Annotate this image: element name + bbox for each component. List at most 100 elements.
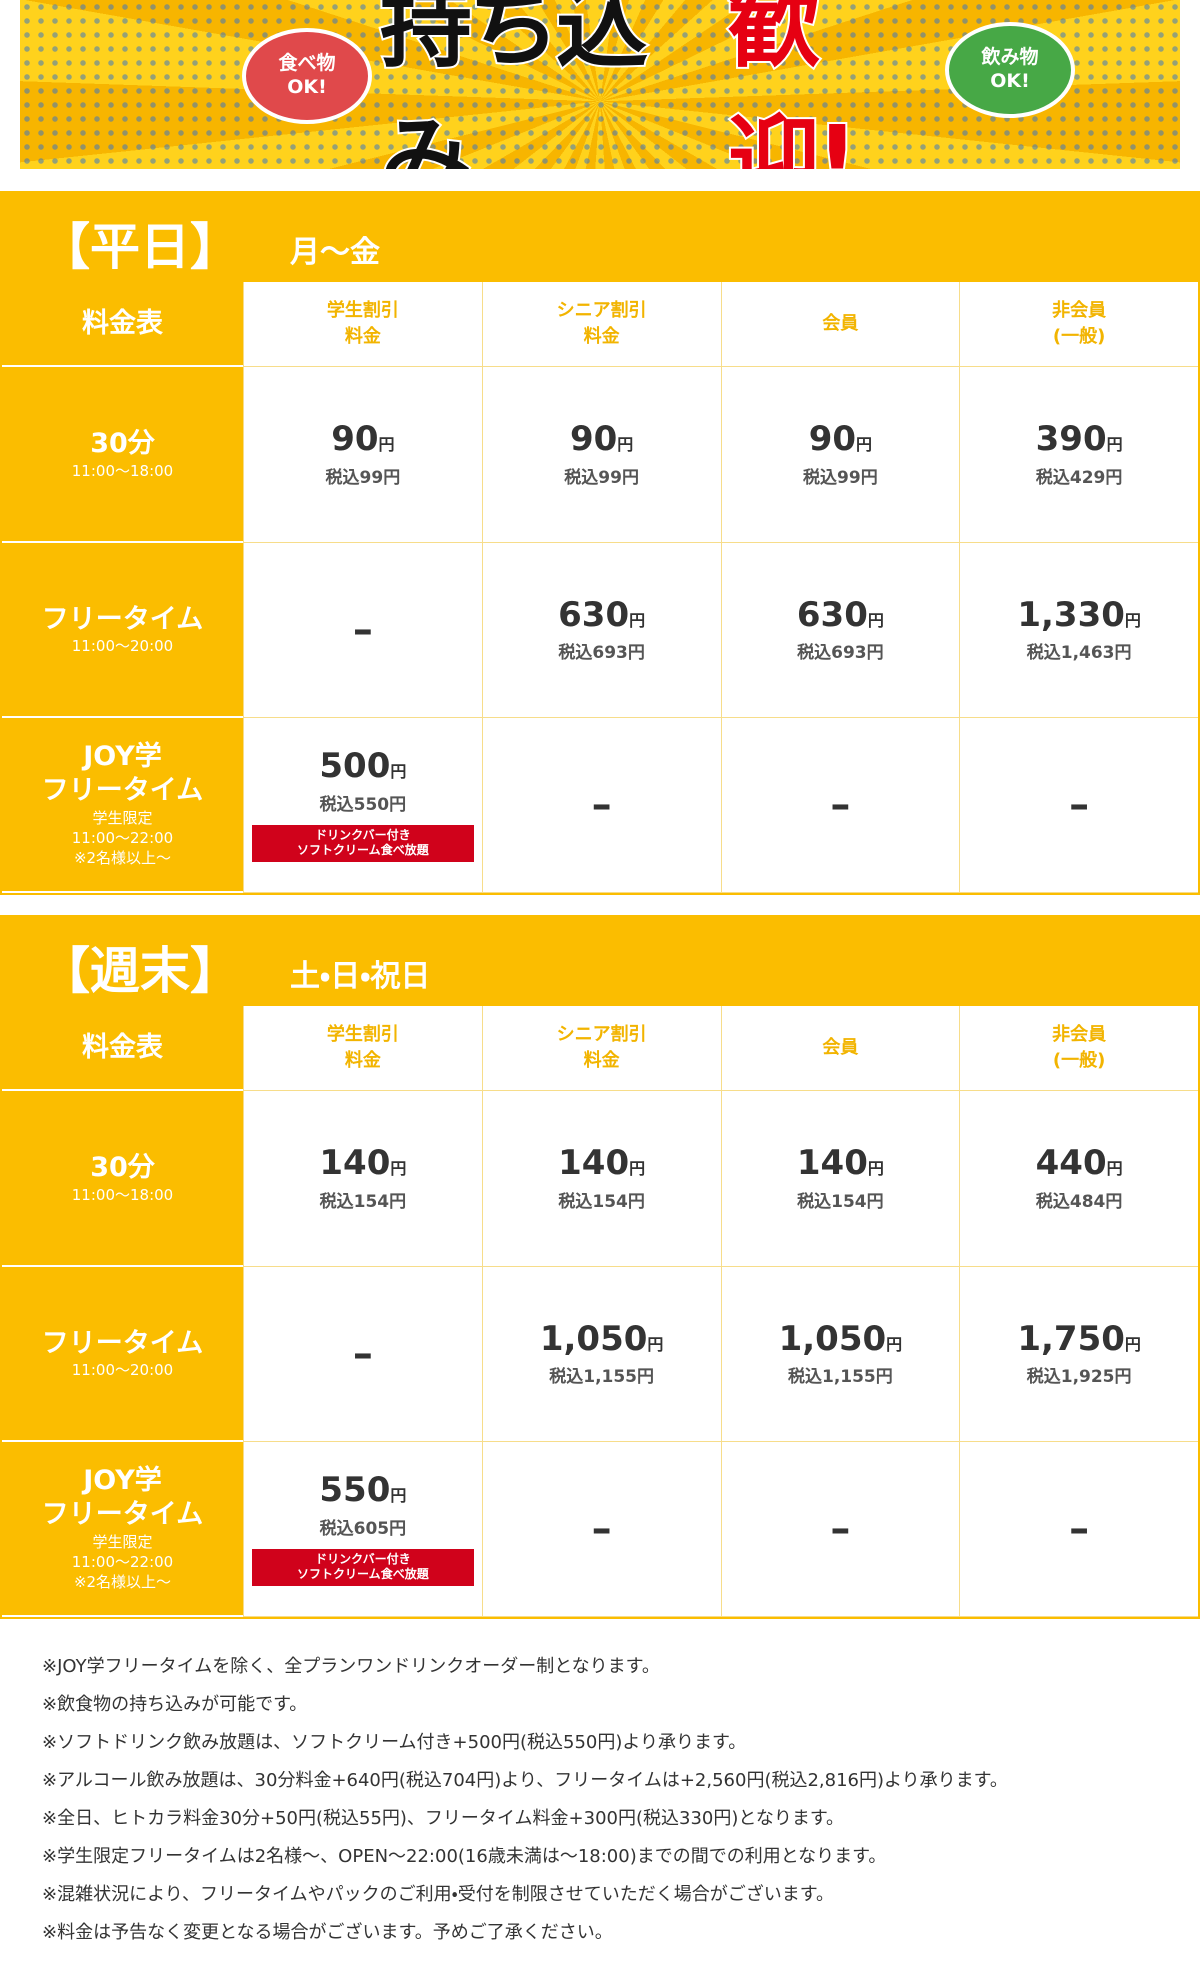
column-header-line: 非会員 bbox=[1052, 1023, 1107, 1045]
price-unit: 円 bbox=[1106, 435, 1123, 455]
row-label-sub: 学生限定 bbox=[92, 808, 153, 827]
price-value: 140 bbox=[319, 1143, 391, 1184]
section-header: 【平日】 月〜金 bbox=[0, 191, 1200, 282]
price-value: 1,050 bbox=[778, 1318, 887, 1359]
price: 1,050円 bbox=[539, 1318, 664, 1359]
row-label-sub: 11:00〜22:00 bbox=[71, 1553, 174, 1572]
dash: – bbox=[1069, 1506, 1090, 1552]
row-label: JOY学 フリータイム 学生限定 11:00〜22:00 ※2名様以上〜 bbox=[2, 718, 243, 893]
price: 140円 bbox=[558, 1145, 645, 1182]
price-cell: – bbox=[720, 718, 960, 893]
price-value: 140 bbox=[558, 1143, 630, 1184]
column-header-line: 料金 bbox=[344, 326, 381, 347]
tax-price: 税込154円 bbox=[319, 1191, 407, 1212]
note: ※飲食物の持ち込みが可能です。 bbox=[42, 1694, 308, 1715]
price-unit: 円 bbox=[867, 1159, 884, 1179]
price-value: 440 bbox=[1035, 1143, 1107, 1184]
price-cell: 90円 税込99円 bbox=[243, 367, 482, 543]
price: 1,330円 bbox=[1017, 594, 1141, 635]
tax-price: 税込429円 bbox=[1035, 467, 1123, 488]
column-header: 非会員 (一般) bbox=[959, 282, 1198, 367]
tax-price: 税込550円 bbox=[319, 794, 407, 815]
price-unit: 円 bbox=[1124, 1334, 1141, 1354]
price-value: 1,050 bbox=[539, 1318, 648, 1359]
column-header: 会員 bbox=[720, 282, 960, 367]
price: 140円 bbox=[797, 1145, 884, 1182]
note: ※学生限定フリータイムは2名様〜、OPEN〜22:00(16歳未満は〜18:00… bbox=[42, 1846, 887, 1867]
price-unit: 円 bbox=[617, 435, 634, 455]
dash: – bbox=[352, 607, 373, 653]
tax-price: 税込693円 bbox=[558, 643, 645, 664]
note: ※ソフトドリンク飲み放題は、ソフトクリーム付き+500円(税込550円)より承り… bbox=[42, 1732, 747, 1753]
price-cell: 1,330円税込1,463円 bbox=[959, 543, 1198, 718]
note: ※全日、ヒトカラ料金30分+50円(税込55円)、フリータイム料金+300円(税… bbox=[42, 1808, 845, 1829]
price-cell: 550円税込605円ドリンクバー付き ソフトクリーム食べ放題 bbox=[243, 1442, 482, 1617]
column-header-line: 料金 bbox=[583, 326, 620, 347]
price-unit: 円 bbox=[647, 1334, 664, 1354]
price-cell: 390円 税込429円 bbox=[959, 367, 1198, 543]
note: ※料金は予告なく変更となる場合がございます。予めご了承ください。 bbox=[42, 1922, 613, 1943]
column-header-line: 学生割引 bbox=[326, 299, 399, 321]
price-value: 550 bbox=[319, 1470, 391, 1511]
section-header: 【週末】 土・日・祝日 bbox=[0, 915, 1200, 1006]
price-cell: – bbox=[720, 1442, 960, 1617]
price-unit: 円 bbox=[1124, 610, 1141, 630]
price-cell: 630円税込693円 bbox=[481, 543, 721, 718]
column-header-line: 料金 bbox=[344, 1050, 381, 1071]
price-table: 料金表 学生割引 料金 シニア割引 料金 会員 非会員 (一般) 30分 11:00〜18:00 1… bbox=[0, 1006, 1200, 1619]
header-label: 料金表 bbox=[2, 1006, 243, 1091]
row-label: JOY学 フリータイム 学生限定 11:00〜22:00 ※2名様以上〜 bbox=[2, 1442, 243, 1617]
price: 630円 bbox=[558, 596, 645, 634]
price-value: 140 bbox=[796, 1143, 868, 1184]
row-label-main: フリータイム bbox=[41, 1499, 204, 1531]
tax-price: 税込99円 bbox=[803, 467, 878, 488]
column-header-line: 非会員 bbox=[1052, 299, 1107, 321]
price-cell: – bbox=[481, 718, 721, 893]
row-label: 30分 11:00〜18:00 bbox=[2, 367, 243, 543]
header-label-text: 料金表 bbox=[82, 1031, 163, 1063]
price: 440円 bbox=[1036, 1145, 1123, 1182]
price: 90円 bbox=[570, 421, 633, 458]
price-cell: – bbox=[959, 718, 1198, 893]
row-label-sub: 学生限定 bbox=[92, 1532, 153, 1551]
price-unit: 円 bbox=[378, 435, 395, 455]
price-section: 【平日】 月〜金 料金表 学生割引 料金 シニア割引 料金 会員 非会員 (一般) 30分 11:00… bbox=[0, 191, 1200, 895]
badge: ドリンクバー付き ソフトクリーム食べ放題 bbox=[251, 1548, 474, 1586]
price-section: 【週末】 土・日・祝日 料金表 学生割引 料金 シニア割引 料金 会員 非会員 (一般) 30分 11… bbox=[0, 915, 1200, 1619]
price-value: 630 bbox=[796, 594, 868, 635]
price-value: 1,330 bbox=[1017, 594, 1125, 635]
price-unit: 円 bbox=[390, 1486, 407, 1506]
dash: – bbox=[591, 782, 612, 828]
column-header-line: (一般) bbox=[1052, 1050, 1106, 1071]
price-cell: 440円 税込484円 bbox=[959, 1091, 1198, 1267]
food-bubble: 食べ物 OK! bbox=[242, 28, 372, 124]
tax-price: 税込1,463円 bbox=[1026, 643, 1132, 664]
title-accent: 歓迎! bbox=[726, 0, 860, 169]
badge-line: ソフトクリーム食べ放題 bbox=[297, 1567, 429, 1582]
tax-price: 税込1,155円 bbox=[549, 1367, 655, 1388]
tax-price: 税込693円 bbox=[797, 643, 884, 664]
price-cell: – bbox=[243, 1267, 482, 1442]
price-cell: – bbox=[959, 1442, 1198, 1617]
price-cell: 1,050円 税込1,155円 bbox=[720, 1267, 960, 1442]
price-cell: 140円 税込154円 bbox=[481, 1091, 721, 1267]
tax-price: 税込605円 bbox=[319, 1518, 407, 1539]
column-header: 学生割引 料金 bbox=[243, 1006, 482, 1091]
price-cell: 90円 税込99円 bbox=[720, 367, 960, 543]
row-label-sub: ※2名様以上〜 bbox=[73, 1573, 172, 1592]
column-header-line: 学生割引 bbox=[326, 1023, 399, 1045]
price-value: 90 bbox=[331, 419, 379, 460]
banner: 食べ物 OK! 持ち込み 歓迎! 飲み物 OK! bbox=[20, 0, 1180, 169]
row-label-main: フリータイム bbox=[41, 775, 204, 807]
price-cell: 500円 税込550円 ドリンクバー付き ソフトクリーム食べ放題 bbox=[243, 718, 482, 893]
banner-title: 持ち込み 歓迎! bbox=[378, 0, 940, 169]
dash: – bbox=[591, 1506, 612, 1552]
row-label: 30分 11:00〜18:00 bbox=[2, 1091, 243, 1267]
price-cell: – bbox=[481, 1442, 721, 1617]
column-header: 非会員 (一般) bbox=[959, 1006, 1198, 1091]
badge-line: ソフトクリーム食べ放題 bbox=[297, 843, 429, 858]
price-unit: 円 bbox=[886, 1334, 903, 1354]
price-cell: 630円 税込693円 bbox=[720, 543, 960, 718]
dash: – bbox=[352, 1331, 373, 1377]
title-main: 持ち込み bbox=[378, 0, 650, 169]
